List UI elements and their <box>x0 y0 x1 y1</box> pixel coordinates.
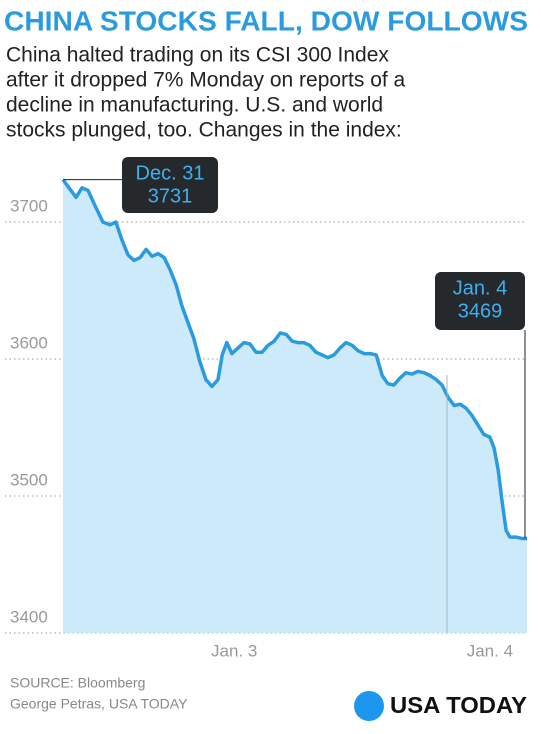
area <box>63 179 527 633</box>
logo: USA TODAY <box>390 692 527 718</box>
callout-label: Jan. 4 <box>453 277 507 299</box>
logo-circle <box>354 691 384 721</box>
subtitle-line: after it dropped 7% Monday on reports of… <box>6 69 406 92</box>
source: SOURCE: Bloomberg <box>10 675 145 691</box>
y-tick-label: 3400 <box>10 607 48 626</box>
y-tick-label: 3600 <box>10 334 48 353</box>
line <box>61 178 527 541</box>
chart-title: CHINA STOCKS FALL, DOW FOLLOWS <box>4 5 528 36</box>
plot <box>5 178 527 634</box>
callout-box <box>122 157 218 213</box>
credit: George Petras, USA TODAY <box>10 696 188 712</box>
subtitle: China halted trading on its CSI 300 Inde… <box>6 44 406 142</box>
subtitle-line: stocks plunged, too. Changes in the inde… <box>6 119 402 142</box>
callout-box <box>435 272 525 330</box>
callout-label: Dec. 31 <box>136 162 205 184</box>
x-tick-label: Jan. 3 <box>211 641 257 660</box>
subtitle-line: decline in manufacturing. U.S. and world <box>6 94 383 117</box>
subtitle-line: China halted trading on its CSI 300 Inde… <box>6 44 389 67</box>
callout-value: 3469 <box>458 300 503 322</box>
y-tick-label: 3500 <box>10 471 48 490</box>
x-tick-label: Jan. 4 <box>467 641 513 660</box>
callout-value: 3731 <box>148 185 193 207</box>
y-tick-label: 3700 <box>10 197 48 216</box>
